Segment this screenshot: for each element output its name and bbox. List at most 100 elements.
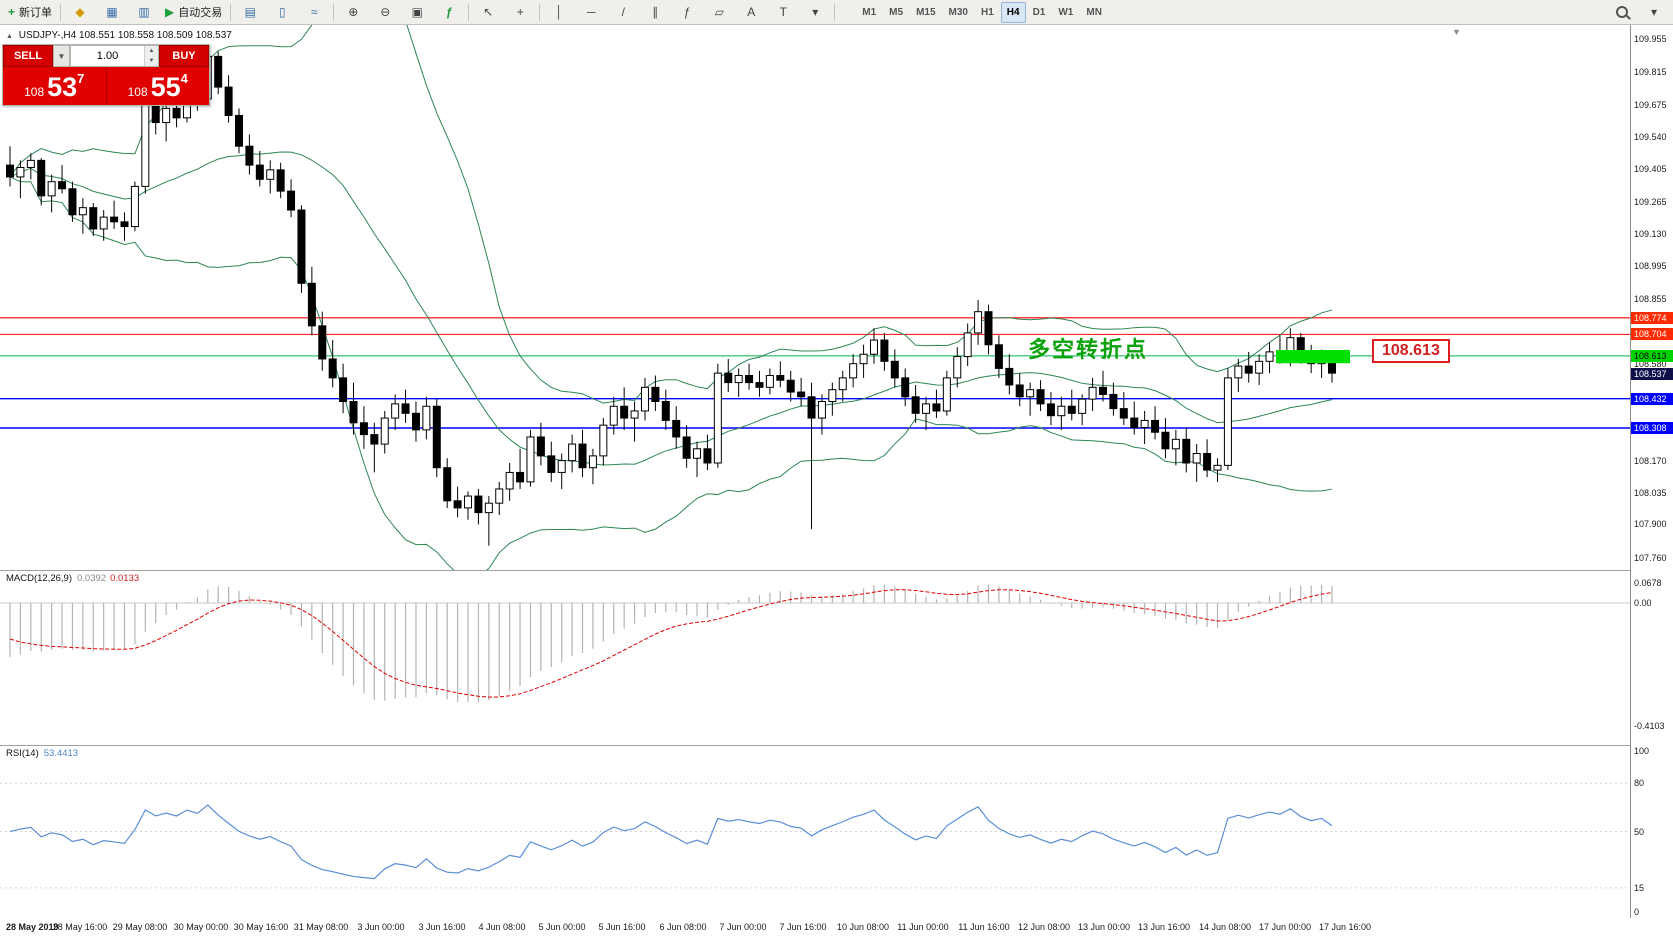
time-axis-label: 31 May 08:00 (293, 922, 349, 932)
timeframe-m15-button[interactable]: M15 (916, 6, 936, 18)
price-axis-label: 109.955 (1634, 33, 1667, 44)
symbol-collapse-icon[interactable]: ▲ (6, 33, 13, 40)
search-button[interactable] (1606, 1, 1638, 24)
lot-increment-icon[interactable]: ▲ (145, 46, 158, 56)
quick-help-button[interactable]: ▾ (1638, 1, 1670, 24)
time-axis-label: 6 Jun 08:00 (659, 922, 707, 932)
data-window-button[interactable]: ▦ (96, 1, 128, 24)
toolbar-separator (834, 3, 836, 21)
timeframe-d1-button[interactable]: D1 (1032, 6, 1046, 18)
equidistant-channel-icon: ∥ (652, 5, 659, 19)
quick-help-icon: ▾ (1650, 5, 1658, 19)
bar-chart-button[interactable]: ▤ (234, 1, 266, 24)
timeframe-h1-button[interactable]: H1 (980, 6, 994, 18)
text-icon: A (747, 5, 756, 19)
bid-price-point: 7 (77, 71, 85, 86)
toolbar-separator (230, 3, 232, 21)
line-chart-button[interactable]: ≈ (298, 1, 330, 24)
timeframe-m30-button[interactable]: M30 (948, 6, 968, 18)
vertical-line-icon: │ (555, 5, 564, 19)
rsi-axis-label: 15 (1634, 882, 1645, 893)
lot-size-input[interactable] (71, 46, 144, 66)
timeframe-mn-button[interactable]: MN (1086, 6, 1102, 18)
ask-price-point: 4 (180, 71, 188, 86)
cursor-icon: ↖ (483, 5, 494, 19)
bid-price-figure: 108 (24, 85, 45, 99)
arrows-button[interactable]: ▾ (799, 1, 831, 24)
time-axis-label: 13 Jun 16:00 (1137, 922, 1191, 932)
timeframe-h4-button[interactable]: H4 (1000, 1, 1026, 23)
price-chart-canvas[interactable] (0, 25, 1630, 570)
crosshair-button[interactable]: + (504, 1, 536, 24)
time-axis[interactable]: 28 May 2019 28 May 16:00 29 May 08:00 30 Ma… (0, 918, 1673, 942)
time-axis-label: 30 May 00:00 (173, 922, 229, 932)
time-axis-label: 11 Jun 00:00 (897, 922, 949, 932)
macd-name: MACD(12,26,9) (6, 573, 72, 584)
lot-decrement-icon[interactable]: ▼ (145, 56, 158, 66)
macd-panel-canvas[interactable] (0, 570, 1630, 745)
indicators-button[interactable]: ƒ (433, 1, 465, 24)
fibonacci-button[interactable]: ƒ (671, 1, 703, 24)
search-icon (1616, 6, 1628, 18)
fibonacci-icon: ƒ (683, 5, 691, 19)
rsi-panel-separator[interactable] (0, 745, 1673, 746)
tile-windows-button[interactable]: ▣ (401, 1, 433, 24)
time-axis-label: 3 Jun 16:00 (418, 922, 466, 932)
annotation-text[interactable]: 多空转折点 (1028, 337, 1149, 362)
text-button[interactable]: A (735, 1, 767, 24)
market-watch-button[interactable]: ◆ (64, 1, 96, 24)
macd-panel-separator[interactable] (0, 570, 1673, 571)
equidistant-channel-button[interactable]: ∥ (639, 1, 671, 24)
ask-price[interactable]: 108 55 4 (107, 67, 210, 105)
price-axis-label: 108.170 (1634, 455, 1667, 466)
trendline-button[interactable]: / (607, 1, 639, 24)
toolbar-separator (333, 3, 335, 21)
time-axis-label: 12 Jun 08:00 (1017, 922, 1071, 932)
rsi-axis-label: 100 (1634, 746, 1650, 756)
one-click-trading-panel: SELL ▼ ▲ ▼ BUY 108 53 7 108 55 4 (2, 44, 210, 106)
rsi-axis-label: 80 (1634, 778, 1645, 789)
symbol-ohlc: 108.551 108.558 108.509 108.537 (78, 30, 232, 41)
rsi-label: RSI(14) 53.4413 (6, 748, 78, 759)
text-label-button[interactable]: T (767, 1, 799, 24)
horizontal-line-button[interactable]: ─ (575, 1, 607, 24)
autotrading-button[interactable]: ▶ 自动交易 (160, 1, 227, 24)
time-axis-label: 30 May 16:00 (233, 922, 289, 932)
price-axis-label: 108.035 (1634, 487, 1667, 498)
candlestick-chart-button[interactable]: ▯ (266, 1, 298, 24)
price-axis-label: 109.265 (1634, 196, 1667, 207)
navigator-button[interactable]: ▥ (128, 1, 160, 24)
macd-axis-label: 0.00 (1634, 598, 1652, 608)
timeframe-m1-button[interactable]: M1 (862, 6, 877, 18)
horizontal-lines-layer (0, 317, 1630, 429)
bid-price-pips: 53 (47, 72, 78, 102)
time-axis-label: 11 Jun 16:00 (958, 922, 1010, 932)
autotrading-icon: ▶ (165, 5, 175, 19)
time-axis-label: 17 Jun 16:00 (1318, 922, 1372, 932)
time-axis-label: 29 May 08:00 (112, 922, 168, 932)
timeframe-m5-button[interactable]: M5 (889, 6, 904, 18)
lot-dropdown-icon[interactable]: ▼ (53, 45, 70, 67)
zoom-out-button[interactable]: ⊖ (369, 1, 401, 24)
rsi-panel-canvas[interactable] (0, 745, 1630, 918)
new-order-button[interactable]: + 新订单 (3, 1, 57, 24)
bid-price[interactable]: 108 53 7 (3, 67, 106, 105)
price-axis-label: 109.675 (1634, 99, 1667, 110)
time-axis-label: 5 Jun 16:00 (598, 922, 646, 932)
cursor-button[interactable]: ↖ (472, 1, 504, 24)
price-callout[interactable]: 108.613 (1372, 339, 1450, 363)
price-axis[interactable]: 109.955 109.815 109.675 109.540 109.405 109.2… (1630, 25, 1673, 918)
highlight-rectangle[interactable] (1276, 349, 1350, 364)
vertical-line-button[interactable]: │ (543, 1, 575, 24)
scroll-position-icon[interactable]: ▼ (1452, 27, 1461, 37)
zoom-in-icon: ⊕ (348, 5, 359, 19)
sell-button[interactable]: SELL (3, 45, 53, 67)
zoom-out-icon: ⊖ (380, 5, 391, 19)
buy-button[interactable]: BUY (159, 45, 209, 67)
timeframe-w1-button[interactable]: W1 (1058, 6, 1074, 18)
main-toolbar: + 新订单 ◆ ▦ ▥ ▶ 自动交易 ▤ ▯ ≈ ⊕ ⊖ ▣ ƒ ↖ + │ ─ / ∥ ƒ ▱ A T ▾ M1 M5 M15 M30… (0, 0, 1673, 25)
shapes-button[interactable]: ▱ (703, 1, 735, 24)
text-label-icon: T (779, 5, 787, 19)
candlestick-chart-icon: ▯ (278, 5, 286, 19)
zoom-in-button[interactable]: ⊕ (337, 1, 369, 24)
